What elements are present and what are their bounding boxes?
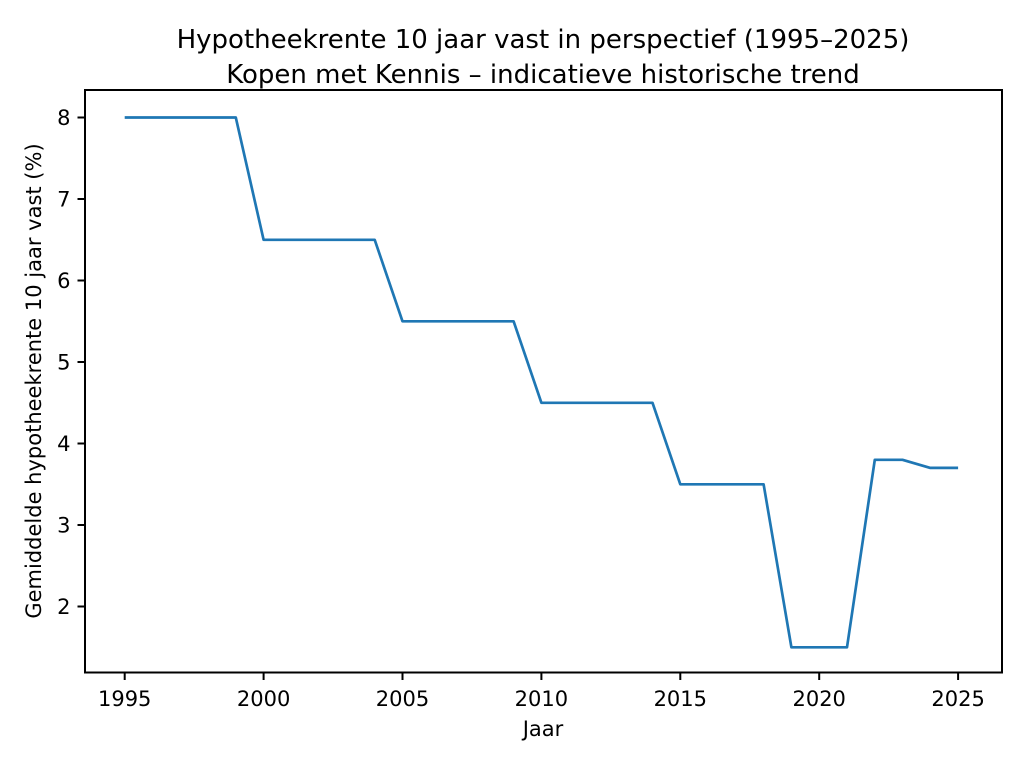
y-tick-label: 8 xyxy=(57,106,70,130)
x-axis-label: Jaar xyxy=(521,717,564,741)
plot-border xyxy=(84,89,1003,674)
y-tick-label: 2 xyxy=(57,595,70,619)
x-tick-label: 2015 xyxy=(654,687,707,711)
x-tick-label: 2005 xyxy=(376,687,429,711)
y-tick-label: 5 xyxy=(57,351,70,375)
plot-area: 1995 2000 2005 2010 2015 2020 2025 2 3 4 5 6 7 8 xyxy=(57,89,1003,711)
rate-line xyxy=(124,116,959,649)
x-tick-label: 2000 xyxy=(237,687,290,711)
x-tick-label: 1995 xyxy=(98,687,151,711)
chart-subtitle: Kopen met Kennis – indicatieve historisc… xyxy=(226,60,860,90)
x-tick-label: 2020 xyxy=(792,687,845,711)
x-tick-label: 2010 xyxy=(515,687,568,711)
chart-title: Hypotheekrente 10 jaar vast in perspecti… xyxy=(177,25,910,55)
y-axis-label: Gemiddelde hypotheekrente 10 jaar vast (… xyxy=(22,143,46,618)
y-tick-label: 6 xyxy=(57,269,70,293)
y-tick-label: 4 xyxy=(57,432,70,456)
y-tick-label: 3 xyxy=(57,514,70,538)
x-tick-label: 2025 xyxy=(931,687,984,711)
y-tick-label: 7 xyxy=(57,188,70,212)
